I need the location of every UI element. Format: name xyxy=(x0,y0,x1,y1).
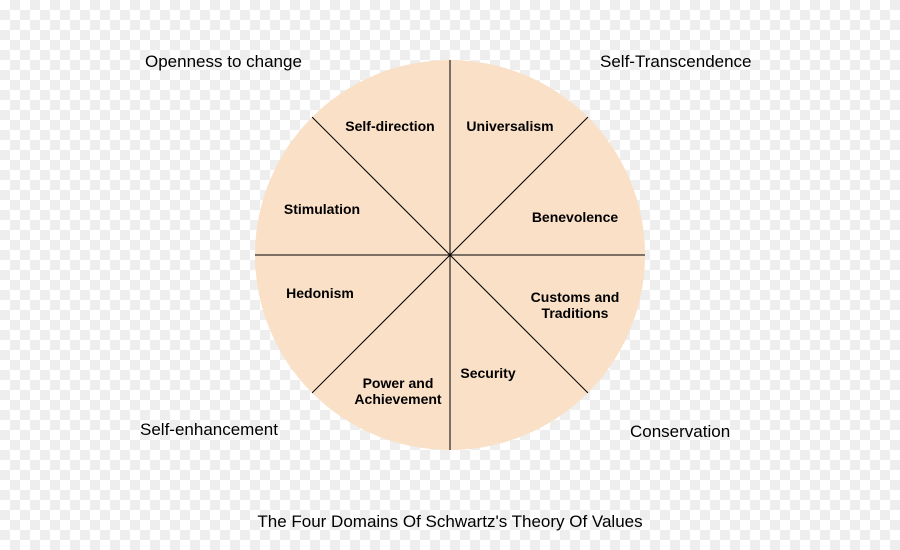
domain-label-conservation: Conservation xyxy=(630,422,730,442)
slice-label-power-achievement: Power andAchievement xyxy=(354,375,441,407)
slice-label-customs-traditions: Customs andTraditions xyxy=(531,289,620,321)
domain-label-self-transcendence: Self-Transcendence xyxy=(600,52,752,72)
slice-label-security: Security xyxy=(460,365,515,381)
domain-label-openness-to-change: Openness to change xyxy=(145,52,302,72)
diagram-caption: The Four Domains Of Schwartz's Theory Of… xyxy=(257,512,642,532)
slice-label-stimulation: Stimulation xyxy=(284,201,360,217)
slice-label-self-direction: Self-direction xyxy=(345,118,434,134)
slice-label-hedonism: Hedonism xyxy=(286,285,354,301)
slice-label-benevolence: Benevolence xyxy=(532,209,619,225)
values-diagram-svg: Self-direction Universalism Benevolence Cus… xyxy=(0,0,900,550)
slice-label-universalism: Universalism xyxy=(466,118,553,134)
domain-label-self-enhancement: Self-enhancement xyxy=(140,420,278,440)
